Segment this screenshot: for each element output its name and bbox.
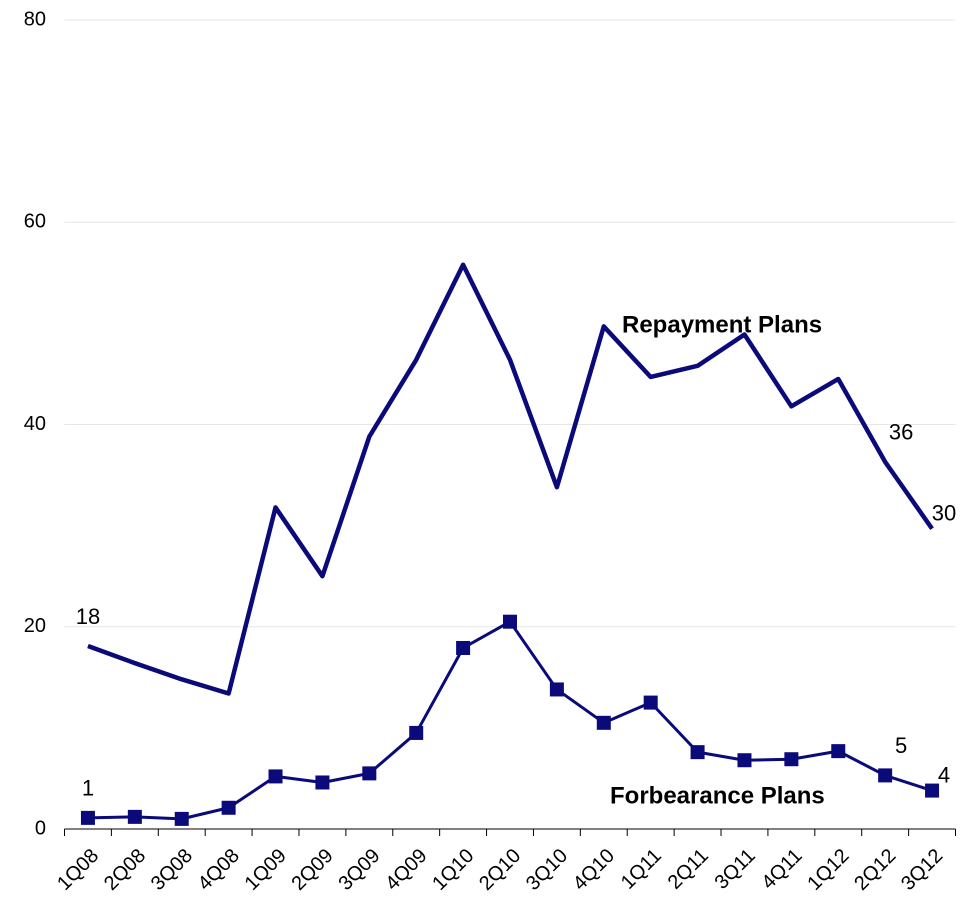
series-annotation: Forbearance Plans: [610, 782, 825, 809]
x-tick-label: 2Q09: [288, 845, 338, 895]
y-tick-label: 20: [24, 615, 46, 637]
marker: [831, 744, 846, 759]
marker: [643, 695, 658, 710]
x-tick-label: 2Q11: [664, 845, 713, 894]
marker: [690, 745, 705, 760]
y-tick-label: 60: [24, 211, 46, 233]
marker: [737, 753, 752, 768]
x-tick-label: 3Q10: [522, 845, 572, 895]
x-tick-label: 3Q09: [334, 845, 384, 895]
x-tick-label: 3Q12: [897, 845, 947, 895]
data-label: 18: [76, 604, 100, 629]
x-tick-label: 1Q10: [428, 845, 478, 895]
data-label: 30: [932, 500, 956, 525]
series-line: [87, 262, 934, 696]
marker: [925, 783, 940, 798]
x-tick-label: 3Q11: [711, 845, 760, 894]
marker: [268, 769, 283, 784]
y-tick-label: 40: [24, 413, 46, 435]
marker: [409, 725, 424, 740]
marker: [503, 614, 517, 629]
y-tick-label: 80: [24, 8, 46, 30]
x-tick-label: 4Q09: [381, 845, 431, 895]
marker: [878, 768, 893, 783]
y-tick-label: 0: [35, 817, 46, 839]
marker: [362, 766, 377, 781]
marker: [174, 811, 189, 826]
x-tick-label: 4Q08: [194, 845, 244, 895]
data-label: 5: [895, 733, 907, 758]
x-tick-label: 3Q08: [147, 845, 197, 895]
marker: [80, 810, 95, 825]
marker: [784, 752, 799, 767]
marker: [596, 715, 611, 730]
x-tick-label: 2Q12: [850, 845, 900, 895]
x-tick-label: 1Q11: [617, 845, 666, 894]
x-tick-label: 1Q08: [53, 845, 103, 895]
x-tick-label: 4Q11: [758, 845, 807, 894]
marker: [315, 775, 330, 790]
series-annotation: Repayment Plans: [622, 311, 822, 338]
data-label: 36: [889, 420, 913, 445]
x-tick-label: 1Q09: [241, 845, 291, 895]
marker: [456, 640, 471, 655]
marker: [221, 800, 236, 815]
marker: [549, 682, 564, 697]
marker: [127, 809, 142, 824]
x-tick-label: 4Q10: [569, 845, 619, 895]
data-label: 4: [938, 762, 950, 787]
x-tick-label: 1Q12: [803, 845, 853, 895]
data-label: 1: [82, 776, 94, 801]
x-tick-label: 2Q08: [100, 845, 150, 895]
x-tick-label: 2Q10: [475, 845, 525, 895]
